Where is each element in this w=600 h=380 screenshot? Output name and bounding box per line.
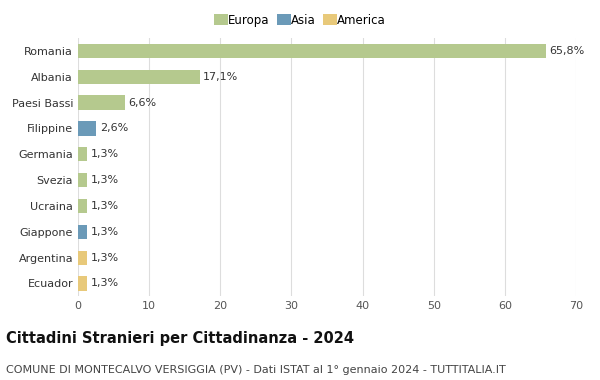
Text: 6,6%: 6,6% [128,98,157,108]
Text: 1,3%: 1,3% [91,175,119,185]
Text: 1,3%: 1,3% [91,149,119,159]
Bar [78,250,87,265]
Text: 1,3%: 1,3% [91,201,119,211]
Text: Cittadini Stranieri per Cittadinanza - 2024: Cittadini Stranieri per Cittadinanza - 2… [6,331,354,345]
Bar [78,199,87,213]
Text: 1,3%: 1,3% [91,227,119,237]
Text: 1,3%: 1,3% [91,279,119,288]
Legend: Europa, Asia, America: Europa, Asia, America [209,10,391,32]
Bar [78,95,125,110]
Text: 17,1%: 17,1% [203,72,238,82]
Bar [78,147,87,162]
Text: 1,3%: 1,3% [91,253,119,263]
Bar [78,44,546,58]
Bar [78,121,97,136]
Bar [78,173,87,187]
Bar [78,70,200,84]
Text: COMUNE DI MONTECALVO VERSIGGIA (PV) - Dati ISTAT al 1° gennaio 2024 - TUTTITALIA: COMUNE DI MONTECALVO VERSIGGIA (PV) - Da… [6,365,506,375]
Bar [78,225,87,239]
Bar [78,276,87,291]
Text: 2,6%: 2,6% [100,124,128,133]
Text: 65,8%: 65,8% [550,46,585,56]
